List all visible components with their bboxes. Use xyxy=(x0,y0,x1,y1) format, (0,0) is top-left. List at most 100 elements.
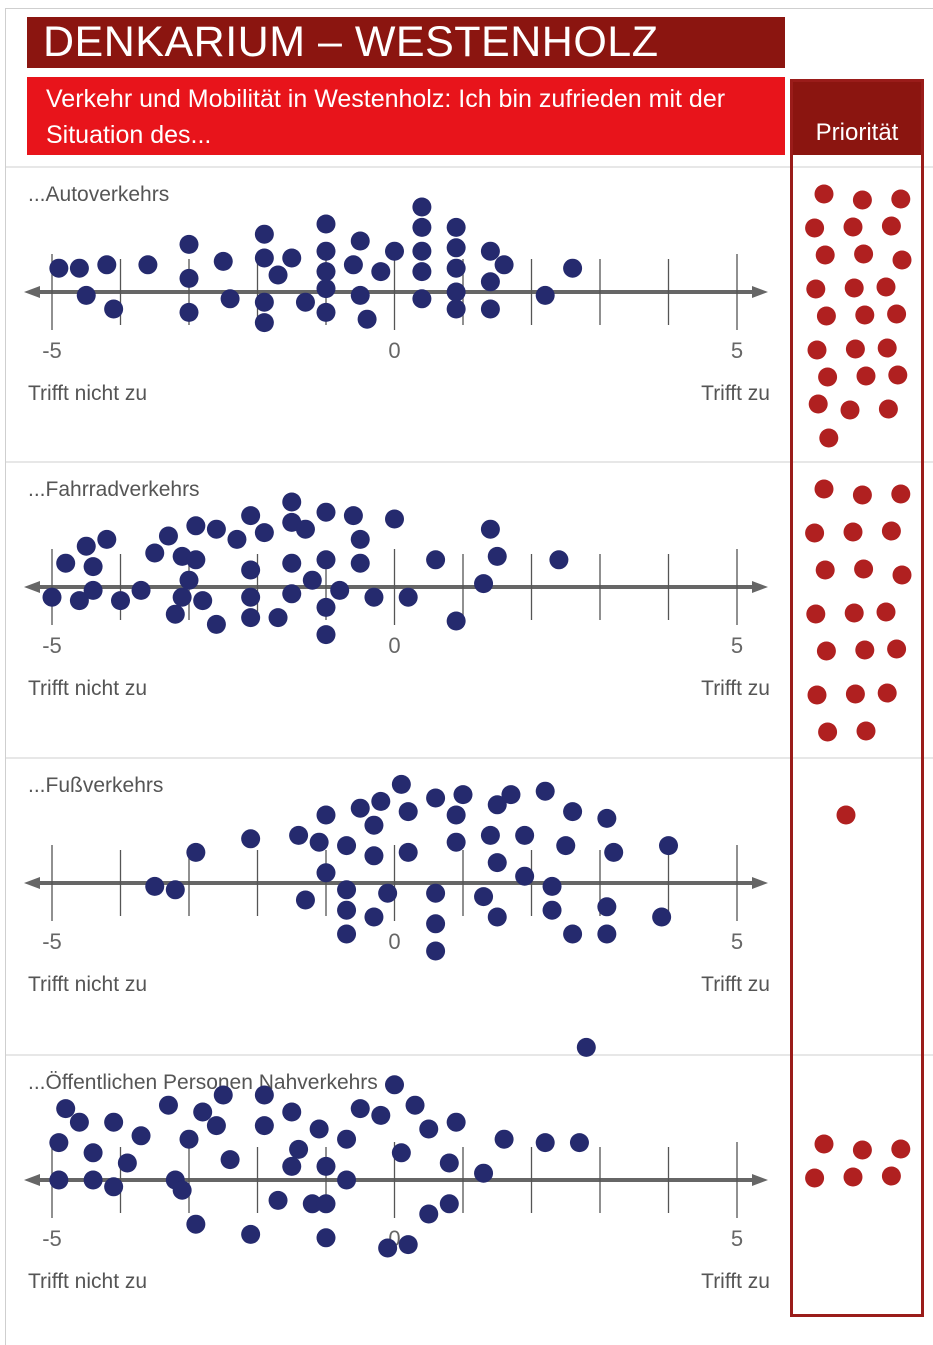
data-point xyxy=(337,924,357,944)
priority-header: Priorität xyxy=(791,79,923,155)
data-point xyxy=(563,924,583,944)
priority-point xyxy=(876,602,896,622)
data-point xyxy=(597,808,617,828)
data-point xyxy=(316,214,336,234)
data-point xyxy=(138,255,158,275)
data-point xyxy=(426,941,446,961)
priority-point xyxy=(840,400,860,420)
data-point xyxy=(104,1177,124,1197)
priority-point xyxy=(888,365,908,385)
data-point xyxy=(241,560,261,580)
data-point xyxy=(487,795,507,815)
data-point xyxy=(405,1095,425,1115)
data-point xyxy=(316,279,336,299)
data-point xyxy=(186,1214,206,1234)
x-label-left: Trifft nicht zu xyxy=(28,382,147,405)
tick-label: -5 xyxy=(42,338,62,363)
priority-point xyxy=(852,190,872,210)
x-label-right: Trifft zu xyxy=(701,677,770,700)
data-point xyxy=(350,529,370,549)
data-point xyxy=(330,580,350,600)
data-point xyxy=(563,258,583,278)
data-point xyxy=(254,523,274,543)
data-point xyxy=(487,907,507,927)
data-point xyxy=(193,1102,213,1122)
data-point xyxy=(69,1112,89,1132)
priority-point xyxy=(814,1134,834,1154)
data-point xyxy=(412,289,432,309)
data-point xyxy=(446,611,466,631)
data-point xyxy=(268,608,288,628)
data-point xyxy=(254,313,274,333)
data-point xyxy=(316,502,336,522)
data-point xyxy=(220,289,240,309)
priority-point xyxy=(845,339,865,359)
data-point xyxy=(76,536,96,556)
data-point xyxy=(56,1099,76,1119)
data-point xyxy=(364,587,384,607)
priority-point xyxy=(891,1139,911,1159)
data-point xyxy=(398,842,418,862)
data-point xyxy=(186,842,206,862)
chart-panel: ...Autoverkehrs -5 0 5 Trifft nicht zu Trifft… xyxy=(5,166,933,448)
axis-arrow-right xyxy=(752,286,768,298)
data-point xyxy=(439,1153,459,1173)
data-point xyxy=(117,1153,137,1173)
priority-label: Priorität xyxy=(815,119,899,146)
data-point xyxy=(254,248,274,268)
data-point xyxy=(337,836,357,856)
data-point xyxy=(254,1116,274,1136)
data-point xyxy=(480,825,500,845)
data-point xyxy=(241,829,261,849)
data-point xyxy=(49,258,69,278)
data-point xyxy=(316,625,336,645)
data-point xyxy=(364,815,384,835)
top-rule xyxy=(5,8,933,9)
priority-point xyxy=(876,277,896,297)
data-point xyxy=(206,519,226,539)
data-point xyxy=(131,1126,151,1146)
priority-point xyxy=(877,683,897,703)
data-point xyxy=(535,285,555,305)
data-point xyxy=(371,262,391,282)
axis-arrow-left xyxy=(24,877,40,889)
x-label-right: Trifft zu xyxy=(701,1270,770,1293)
tick-label: 0 xyxy=(388,633,400,658)
data-point xyxy=(76,285,96,305)
x-label-right: Trifft zu xyxy=(701,973,770,996)
data-point xyxy=(179,268,199,288)
data-point xyxy=(186,516,206,536)
priority-point xyxy=(814,184,834,204)
data-point xyxy=(426,550,446,570)
data-point xyxy=(398,587,418,607)
data-point xyxy=(412,197,432,217)
axis-arrow-right xyxy=(752,1174,768,1186)
data-point xyxy=(453,785,473,805)
chart-panel: ...Fahrradverkehrs -5 0 5 Trifft nicht zu Tri… xyxy=(5,461,933,742)
chart-title: ...Fahrradverkehrs xyxy=(28,478,200,501)
left-rule xyxy=(5,8,6,1345)
data-point xyxy=(350,1099,370,1119)
priority-point xyxy=(808,394,828,414)
priority-point xyxy=(815,245,835,265)
priority-point xyxy=(854,559,874,579)
tick-label: 0 xyxy=(388,338,400,363)
tick-label: -5 xyxy=(42,929,62,954)
data-point xyxy=(158,526,178,546)
priority-point xyxy=(816,641,836,661)
data-point xyxy=(289,1139,309,1159)
data-point xyxy=(337,880,357,900)
data-point xyxy=(494,1129,514,1149)
data-point xyxy=(337,1129,357,1149)
priority-point xyxy=(877,338,897,358)
priority-point xyxy=(887,639,907,659)
x-label-right: Trifft zu xyxy=(701,382,770,405)
priority-point xyxy=(805,1168,825,1188)
data-point xyxy=(391,774,411,794)
chart-title: ...Autoverkehrs xyxy=(28,183,169,206)
data-point xyxy=(412,241,432,261)
tick-label: 5 xyxy=(731,1226,743,1251)
page-title: DENKARIUM – WESTENHOLZ xyxy=(27,17,785,68)
data-point xyxy=(179,570,199,590)
axis-arrow-right xyxy=(752,581,768,593)
